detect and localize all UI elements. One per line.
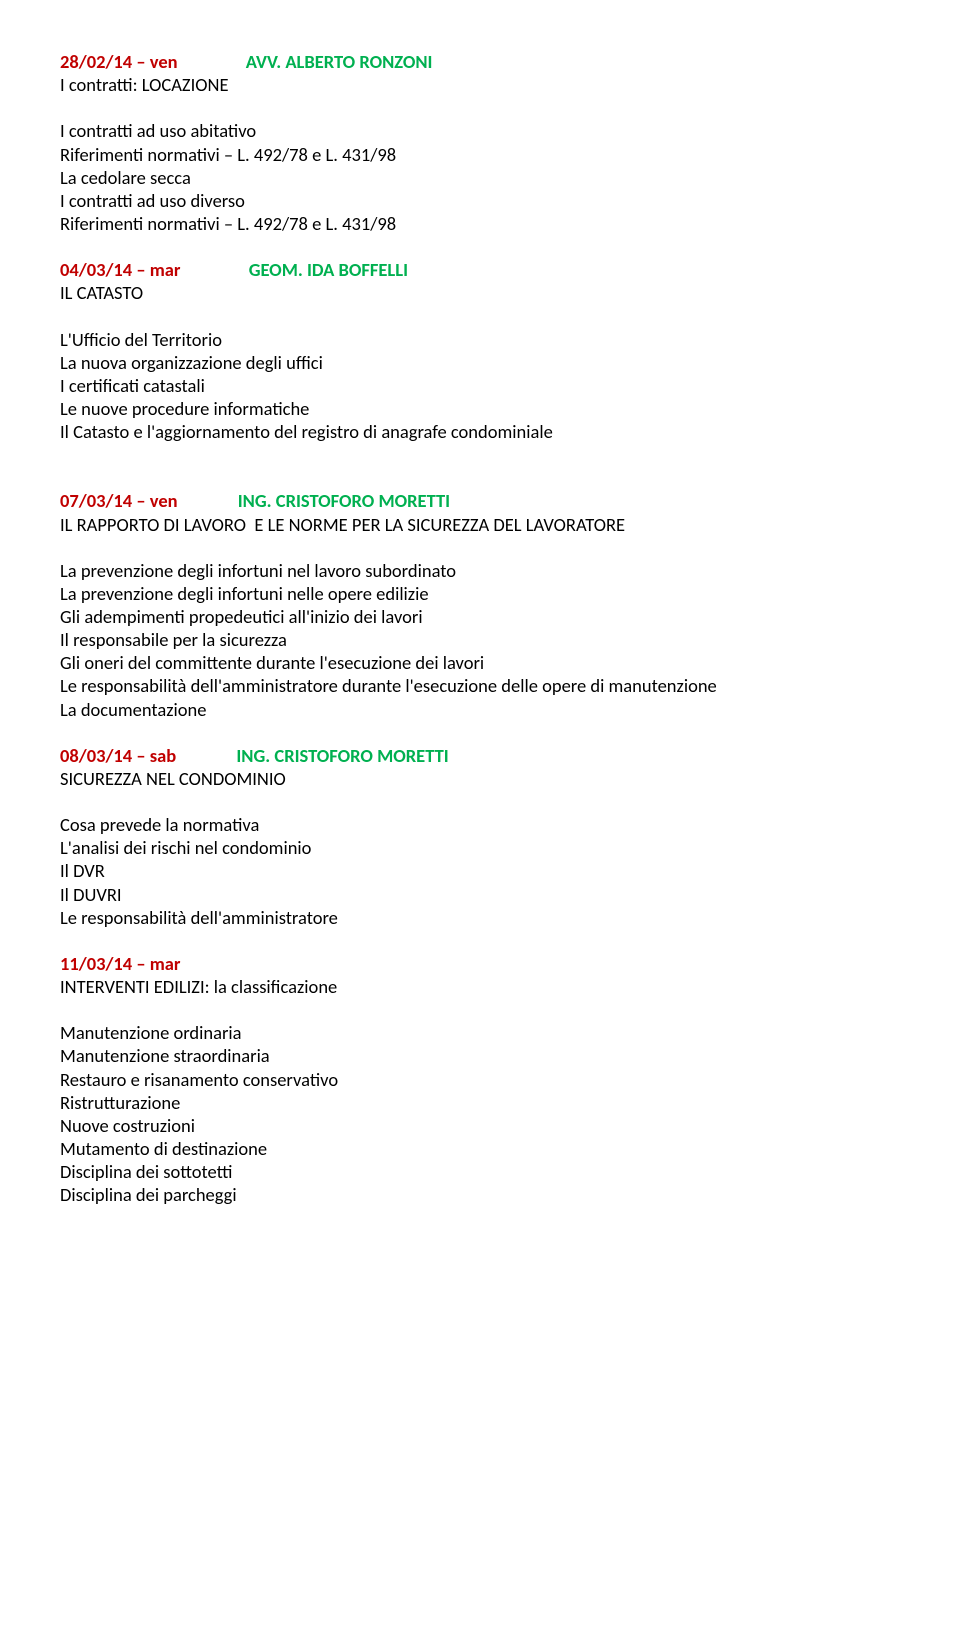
section-3-title: IL RAPPORTO DI LAVORO E LE NORME PER LA … bbox=[60, 513, 900, 536]
speaker-2: GEOM. IDA BOFFELLI bbox=[249, 258, 408, 281]
section-1: 28/02/14 – ven AVV. ALBERTO RONZONI I co… bbox=[60, 50, 900, 235]
section-2-line: L'Ufficio del Territorio bbox=[60, 328, 900, 351]
section-2-line: Le nuove procedure informatiche bbox=[60, 397, 900, 420]
section-1-heading: 28/02/14 – ven AVV. ALBERTO RONZONI bbox=[60, 50, 900, 73]
section-2-line: La nuova organizzazione degli uffici bbox=[60, 351, 900, 374]
section-1-line: Riferimenti normativi – L. 492/78 e L. 4… bbox=[60, 212, 900, 235]
section-2-heading: 04/03/14 – mar GEOM. IDA BOFFELLI bbox=[60, 258, 900, 281]
section-3-heading: 07/03/14 – ven ING. CRISTOFORO MORETTI bbox=[60, 489, 900, 512]
section-2-line: I certificati catastali bbox=[60, 374, 900, 397]
speaker-3: ING. CRISTOFORO MORETTI bbox=[238, 489, 450, 512]
section-5-line: Mutamento di destinazione bbox=[60, 1137, 900, 1160]
section-4-line: Cosa prevede la normativa bbox=[60, 813, 900, 836]
section-2-line: Il Catasto e l'aggiornamento del registr… bbox=[60, 420, 900, 443]
section-3-line: La documentazione bbox=[60, 698, 900, 721]
speaker-1: AVV. ALBERTO RONZONI bbox=[246, 50, 433, 73]
section-4-heading: 08/03/14 – sab ING. CRISTOFORO MORETTI bbox=[60, 744, 900, 767]
date-1: 28/02/14 – ven bbox=[60, 50, 178, 73]
section-4-line: Le responsabilità dell'amministratore bbox=[60, 906, 900, 929]
section-5-line: Manutenzione straordinaria bbox=[60, 1044, 900, 1067]
section-5-line: Restauro e risanamento conservativo bbox=[60, 1068, 900, 1091]
section-5-line: Disciplina dei sottotetti bbox=[60, 1160, 900, 1183]
section-3-line: La prevenzione degli infortuni nelle ope… bbox=[60, 582, 900, 605]
section-3-line: La prevenzione degli infortuni nel lavor… bbox=[60, 559, 900, 582]
section-5-line: Ristrutturazione bbox=[60, 1091, 900, 1114]
section-3-line: Gli adempimenti propedeutici all'inizio … bbox=[60, 605, 900, 628]
date-5: 11/03/14 – mar bbox=[60, 952, 181, 975]
section-5-heading: 11/03/14 – mar bbox=[60, 952, 900, 975]
section-4-line: Il DVR bbox=[60, 859, 900, 882]
section-5-line: Nuove costruzioni bbox=[60, 1114, 900, 1137]
section-5-title: INTERVENTI EDILIZI: la classificazione bbox=[60, 975, 900, 998]
section-3: 07/03/14 – ven ING. CRISTOFORO MORETTI I… bbox=[60, 489, 900, 720]
section-5: 11/03/14 – mar INTERVENTI EDILIZI: la cl… bbox=[60, 952, 900, 1206]
date-3: 07/03/14 – ven bbox=[60, 489, 178, 512]
section-4-line: Il DUVRI bbox=[60, 883, 900, 906]
section-5-line: Disciplina dei parcheggi bbox=[60, 1183, 900, 1206]
section-2-title: IL CATASTO bbox=[60, 281, 900, 304]
section-3-line: Le responsabilità dell'amministratore du… bbox=[60, 674, 900, 697]
section-1-title: I contratti: LOCAZIONE bbox=[60, 73, 900, 96]
section-1-line: Riferimenti normativi – L. 492/78 e L. 4… bbox=[60, 143, 900, 166]
section-4-title: SICUREZZA NEL CONDOMINIO bbox=[60, 767, 900, 790]
section-5-line: Manutenzione ordinaria bbox=[60, 1021, 900, 1044]
section-4: 08/03/14 – sab ING. CRISTOFORO MORETTI S… bbox=[60, 744, 900, 929]
date-4: 08/03/14 – sab bbox=[60, 744, 176, 767]
section-4-line: L'analisi dei rischi nel condominio bbox=[60, 836, 900, 859]
section-3-line: Il responsabile per la sicurezza bbox=[60, 628, 900, 651]
section-1-line: La cedolare secca bbox=[60, 166, 900, 189]
section-1-line: I contratti ad uso diverso bbox=[60, 189, 900, 212]
date-2: 04/03/14 – mar bbox=[60, 258, 181, 281]
section-3-line: Gli oneri del committente durante l'esec… bbox=[60, 651, 900, 674]
section-1-line: I contratti ad uso abitativo bbox=[60, 119, 900, 142]
section-2: 04/03/14 – mar GEOM. IDA BOFFELLI IL CAT… bbox=[60, 258, 900, 443]
speaker-4: ING. CRISTOFORO MORETTI bbox=[236, 744, 448, 767]
